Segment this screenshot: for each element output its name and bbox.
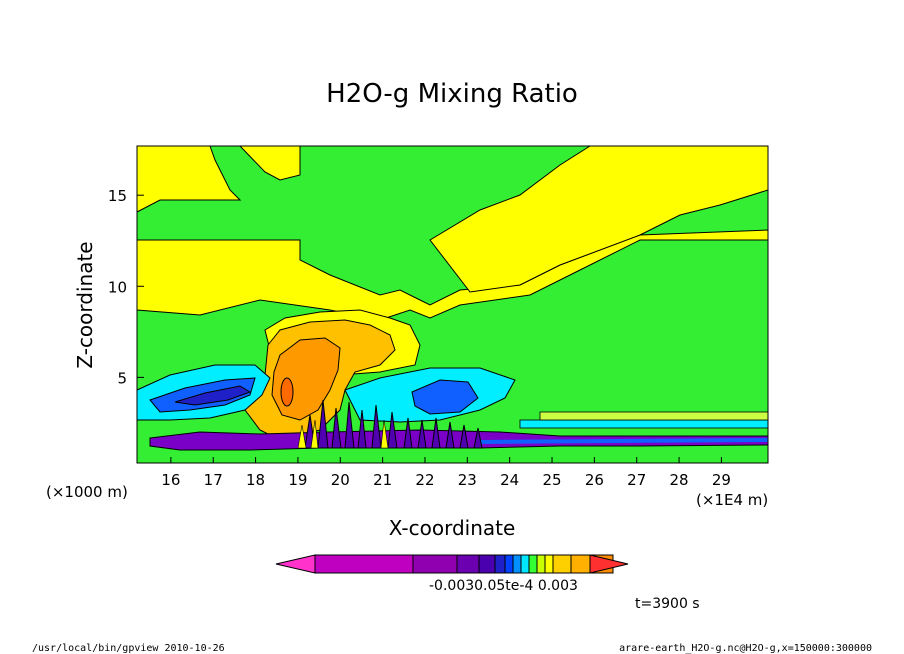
y-axis: Z-coordinate 5 10 15 xyxy=(73,187,144,387)
band-cyan xyxy=(519,419,769,429)
x-axis-label: X-coordinate xyxy=(389,516,516,540)
colorbar-cell xyxy=(478,554,496,574)
region-top-right xyxy=(429,145,769,293)
x-tick-label: 29 xyxy=(712,471,731,489)
x-tick-label: 28 xyxy=(670,471,689,489)
x-tick-label: 25 xyxy=(542,471,561,489)
footer-left: /usr/local/bin/gpview 2010-10-26 xyxy=(32,643,225,654)
colorbar: -0.0030.05te-4 0.003 xyxy=(275,554,629,594)
colorbar-right-arrow xyxy=(589,554,629,574)
y-tick-label: 5 xyxy=(117,369,127,387)
region-top-left xyxy=(136,145,242,213)
contour-field xyxy=(136,145,769,464)
colorbar-cell xyxy=(412,554,458,574)
spike-highlights xyxy=(297,419,389,449)
colorbar-cell xyxy=(456,554,480,574)
x-unit-right: (×1E4 m) xyxy=(696,491,768,509)
colorbar-cell xyxy=(512,554,522,574)
y-tick-label: 15 xyxy=(108,187,127,205)
x-tick-label: 21 xyxy=(373,471,392,489)
x-tick-label: 17 xyxy=(204,471,223,489)
colorbar-cell xyxy=(494,554,506,574)
x-tick-label: 27 xyxy=(627,471,646,489)
colorbar-cell xyxy=(504,554,514,574)
x-tick-label: 23 xyxy=(458,471,477,489)
region-left-navy xyxy=(174,385,252,406)
chart-title: H2O-g Mixing Ratio xyxy=(326,79,578,109)
region-low-blue-stripe xyxy=(480,438,768,444)
colorbar-cell xyxy=(544,554,554,574)
core-center xyxy=(280,377,294,407)
x-tick-label: 20 xyxy=(331,471,350,489)
x-tick-label: 16 xyxy=(161,471,180,489)
y-axis-label: Z-coordinate xyxy=(73,241,97,368)
plot-frame xyxy=(136,145,769,464)
x-tick-label: 19 xyxy=(288,471,307,489)
x-tick-label: 26 xyxy=(585,471,604,489)
colorbar-cell xyxy=(528,554,538,574)
colorbar-cell xyxy=(520,554,530,574)
region-right-blue xyxy=(411,379,479,415)
x-axis: 16 17 18 19 20 21 22 23 24 25 26 27 28 29 (×1000 m) (… xyxy=(46,457,768,540)
x-tick-label: 22 xyxy=(415,471,434,489)
colorbar-cell xyxy=(536,554,546,574)
y-tick-label: 10 xyxy=(108,278,127,296)
colorbar-left-arrow xyxy=(275,554,316,574)
footer-right: arare-earth_H2O-g.nc@H2O-g,x=150000:3000… xyxy=(619,643,872,654)
colorbar-labels: -0.0030.05te-4 0.003 xyxy=(429,578,578,594)
x-unit-left: (×1000 m) xyxy=(46,483,128,501)
time-label: t=3900 s xyxy=(635,596,700,612)
colorbar-cell xyxy=(314,554,414,574)
colorbar-cell xyxy=(570,554,592,574)
x-tick-label: 18 xyxy=(246,471,265,489)
colorbar-cell xyxy=(552,554,572,574)
spike-contours xyxy=(304,399,483,449)
band-lime xyxy=(539,411,769,421)
x-tick-label: 24 xyxy=(500,471,519,489)
